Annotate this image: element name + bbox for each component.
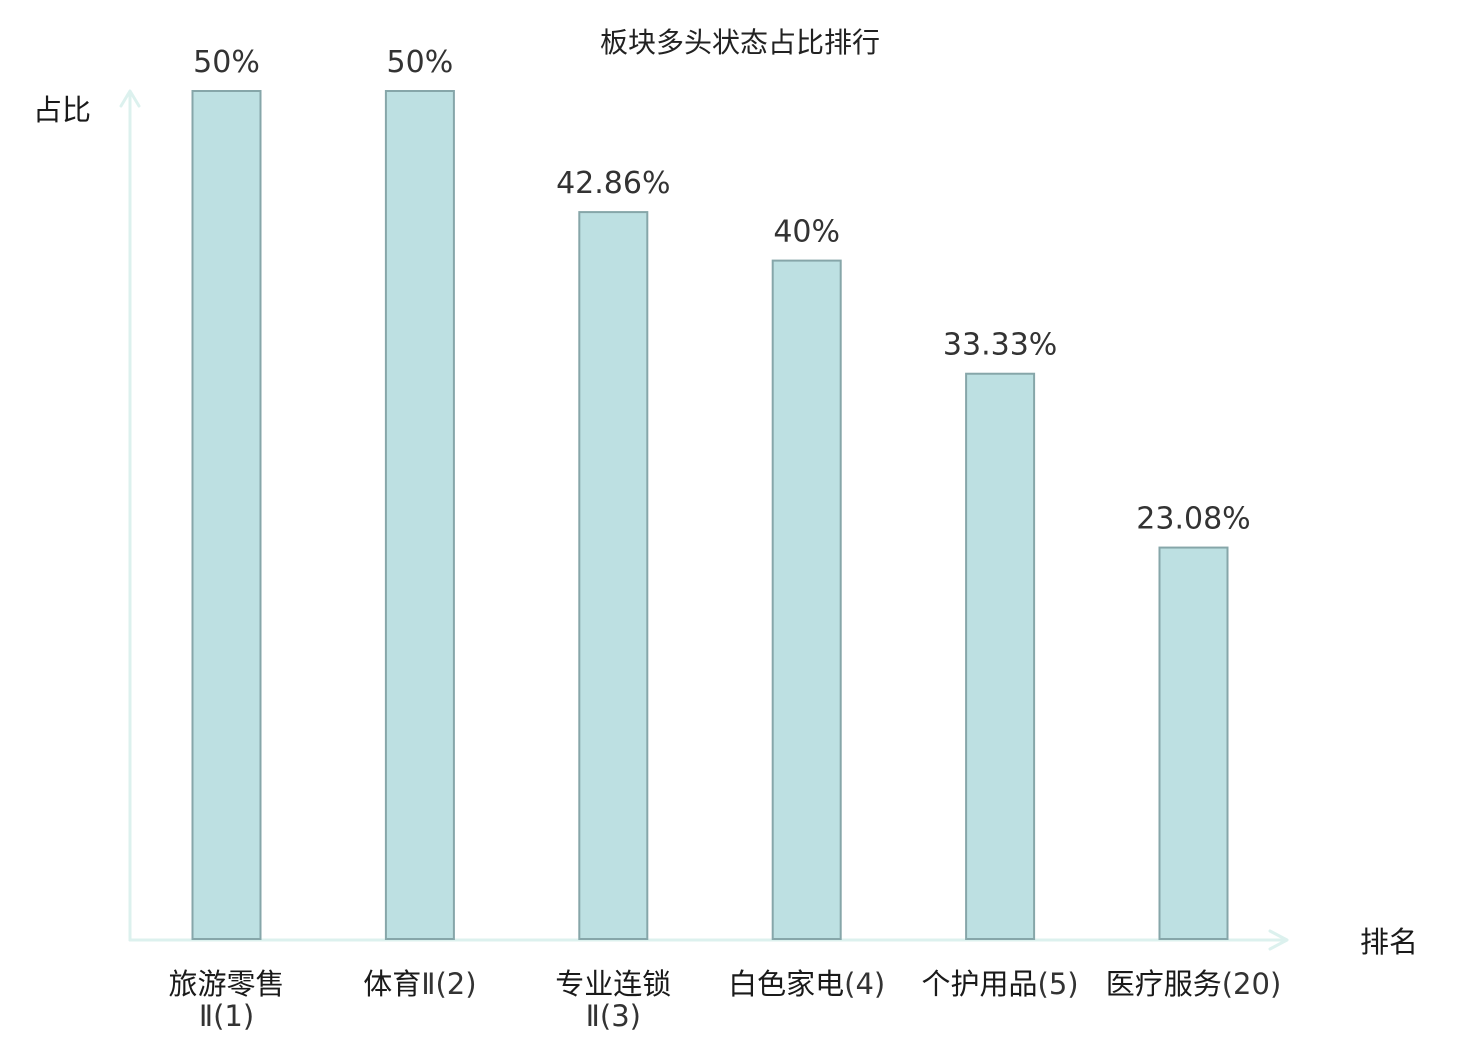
bar-value-label: 40% <box>773 215 840 250</box>
chart-title: 板块多头状态占比排行 <box>600 26 880 59</box>
bar <box>771 259 842 941</box>
category-rank: (20) <box>1222 967 1282 1001</box>
category-name: 专业连锁 <box>555 967 671 1001</box>
bar-value-label: 50% <box>193 45 260 80</box>
y-axis-arrow <box>119 89 141 108</box>
x-axis-label: 排名 <box>1360 925 1418 959</box>
y-axis-label: 占比 <box>33 93 91 127</box>
category-label: 个护用品(5) <box>922 967 1079 1001</box>
y-axis <box>119 89 141 942</box>
bar <box>578 211 649 940</box>
category-label: 医疗服务(20) <box>1106 967 1282 1001</box>
category-name: 体育 <box>363 967 421 1001</box>
category-rank: (4) <box>844 967 885 1001</box>
category-label: 旅游零售 Ⅱ(1) <box>168 967 284 1033</box>
category-rank: (5) <box>1038 967 1079 1001</box>
bars-group: 50% 旅游零售 Ⅱ(1) 50% 体育Ⅱ(2) 42.86% 专业连锁 Ⅱ(3) 40% 白色家… <box>168 45 1281 1033</box>
bar-value-label: 33.33% <box>943 328 1057 363</box>
category-name: 医疗服务 <box>1106 967 1222 1001</box>
x-axis-arrow <box>1268 929 1289 951</box>
category-rank: Ⅱ(3) <box>586 999 641 1033</box>
category-name: 个护用品 <box>922 967 1038 1001</box>
bar-value-label: 50% <box>387 45 454 80</box>
category-rank: Ⅱ(2) <box>421 967 476 1001</box>
bar <box>384 90 455 940</box>
bar <box>1158 546 1229 940</box>
bar <box>191 90 262 940</box>
category-name: 旅游零售 <box>168 967 284 1001</box>
bar-value-label: 23.08% <box>1136 502 1250 537</box>
category-name: 白色家电 <box>728 967 844 1001</box>
bar <box>965 372 1036 940</box>
category-label: 白色家电(4) <box>728 967 885 1001</box>
category-label: 专业连锁 Ⅱ(3) <box>555 967 671 1033</box>
category-rank: Ⅱ(1) <box>199 999 254 1033</box>
x-axis <box>128 929 1289 951</box>
category-label: 体育Ⅱ(2) <box>363 967 476 1001</box>
bar-value-label: 42.86% <box>556 166 670 201</box>
